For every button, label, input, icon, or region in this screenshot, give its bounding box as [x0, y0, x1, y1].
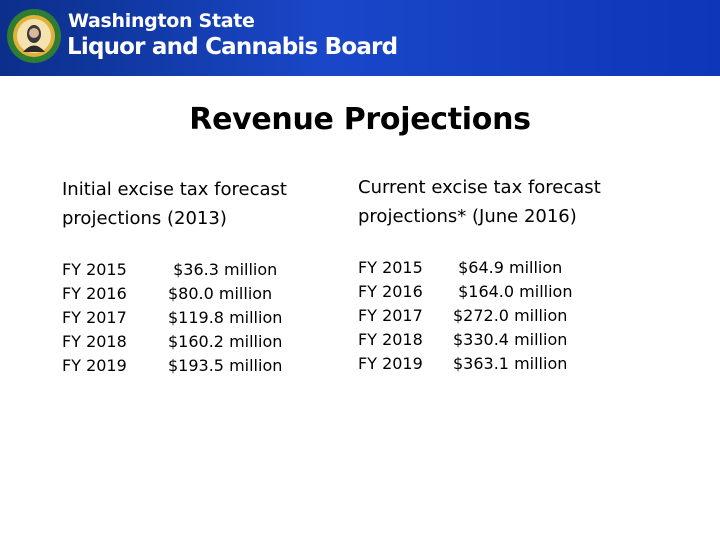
right-heading-line1: Current excise tax forecast — [358, 177, 601, 198]
right-value: $164.0 million — [453, 282, 573, 301]
left-value: $36.3 million — [168, 260, 278, 279]
left-year: FY 2016 — [62, 284, 127, 303]
slide-title: Revenue Projections — [189, 102, 531, 137]
org-name-line2: Liquor and Cannabis Board — [67, 34, 398, 60]
left-year-column: FY 2015 FY 2016 FY 2017 FY 2018 FY 2019 — [62, 258, 127, 378]
left-value: $193.5 million — [168, 356, 283, 375]
left-value: $119.8 million — [168, 308, 283, 327]
left-heading: Initial excise tax forecast projections … — [62, 175, 362, 233]
state-seal-icon — [7, 9, 61, 63]
right-heading: Current excise tax forecast projections*… — [358, 173, 678, 231]
left-year: FY 2019 — [62, 356, 127, 375]
right-year: FY 2016 — [358, 282, 423, 301]
right-heading-line2: projections* (June 2016) — [358, 206, 577, 227]
left-value-column: $36.3 million $80.0 million $119.8 milli… — [168, 258, 282, 378]
right-year: FY 2019 — [358, 354, 423, 373]
right-value: $330.4 million — [453, 330, 568, 349]
right-value: $64.9 million — [453, 258, 563, 277]
right-year-column: FY 2015 FY 2016 FY 2017 FY 2018 FY 2019 — [358, 256, 423, 376]
left-value: $80.0 million — [168, 284, 273, 303]
right-year: FY 2017 — [358, 306, 423, 325]
right-year: FY 2018 — [358, 330, 423, 349]
left-year: FY 2015 — [62, 260, 127, 279]
left-heading-line1: Initial excise tax forecast — [62, 179, 287, 200]
right-year: FY 2015 — [358, 258, 423, 277]
left-year: FY 2018 — [62, 332, 127, 351]
left-year: FY 2017 — [62, 308, 127, 327]
org-name-line1: Washington State — [68, 10, 255, 32]
right-value-column: $64.9 million $164.0 million $272.0 mill… — [453, 256, 572, 376]
left-value: $160.2 million — [168, 332, 283, 351]
right-value: $272.0 million — [453, 306, 568, 325]
right-value: $363.1 million — [453, 354, 568, 373]
left-heading-line2: projections (2013) — [62, 208, 227, 229]
header-banner: Washington State Liquor and Cannabis Boa… — [0, 0, 720, 76]
